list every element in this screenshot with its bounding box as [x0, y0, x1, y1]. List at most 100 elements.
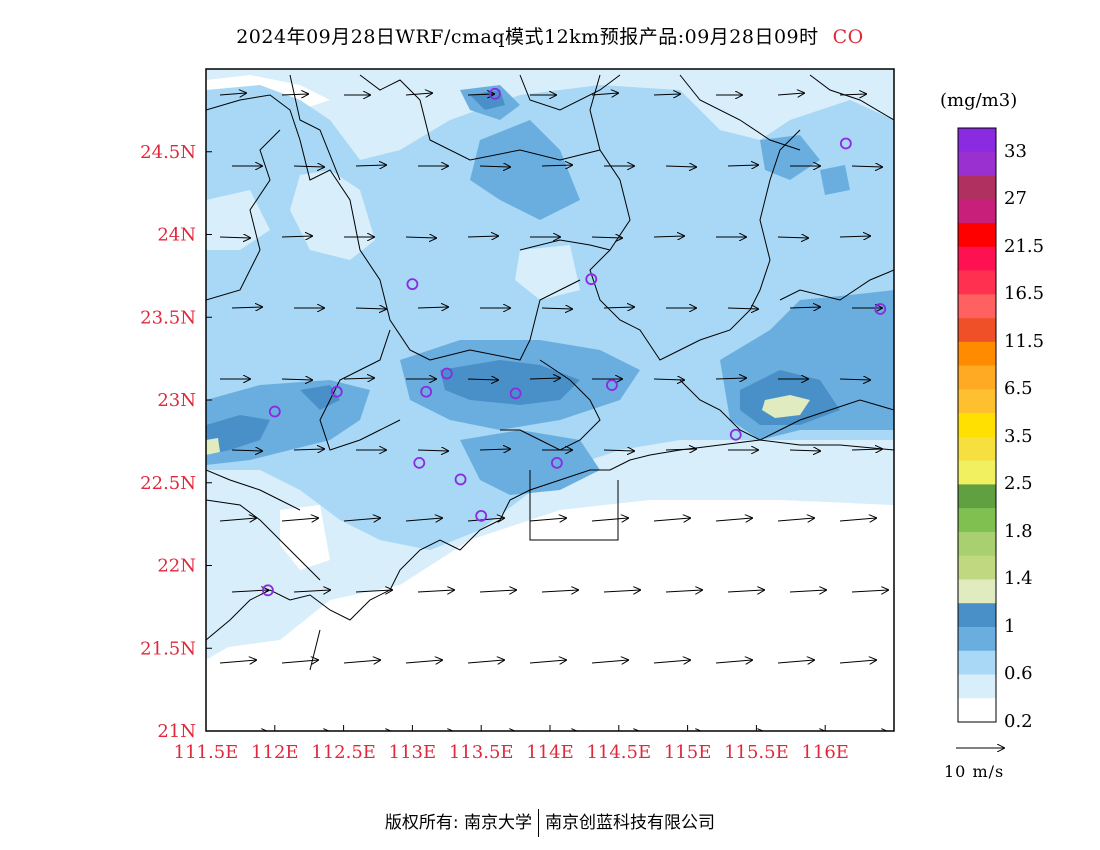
wind-arrow [281, 518, 318, 521]
wind-arrow [666, 732, 702, 734]
wind-arrow [727, 165, 758, 166]
station-marker[interactable] [440, 367, 453, 380]
station-marker[interactable] [729, 428, 742, 441]
y-tick-label: 22N [157, 556, 196, 577]
colorbar-swatch [958, 270, 996, 295]
x-tick-label: 113E [389, 742, 437, 763]
colorbar-swatch [958, 555, 996, 580]
wind-arrow [281, 236, 312, 237]
station-marker[interactable] [606, 379, 618, 392]
station-marker[interactable] [330, 385, 343, 398]
wind-arrow [232, 732, 268, 734]
colorbar-swatch [958, 199, 996, 224]
y-tick-label: 24.5N [140, 142, 196, 163]
station-marker[interactable] [262, 584, 274, 597]
station-marker[interactable] [475, 509, 488, 522]
wind-arrow [281, 94, 308, 95]
colorbar-label: 16.5 [1004, 283, 1045, 305]
wind-arrow [653, 660, 690, 663]
wind-arrow [789, 307, 820, 308]
wind-arrow [418, 732, 454, 734]
station-marker[interactable] [454, 473, 467, 486]
colorbar-swatch [958, 318, 996, 343]
x-tick-label: 113.5E [449, 742, 514, 763]
y-tick-label: 22.5N [140, 473, 196, 494]
station-marker[interactable] [839, 137, 852, 150]
colorbar-label: 1.4 [1004, 568, 1033, 590]
wind-arrow [541, 165, 572, 166]
wind-arrow [715, 378, 746, 379]
wind-arrow [653, 236, 684, 237]
wind-arrow [355, 165, 386, 166]
wind-arrow [231, 590, 268, 592]
longitude-axis: 111.5E 112E 112.5E 113E 113.5E 114E 114.5E 115E… [174, 725, 849, 763]
wind-arrow [417, 590, 454, 592]
wind-arrow [467, 518, 504, 521]
colorbar-unit: (mg/m3) [940, 90, 1018, 111]
colorbar-label: 1.8 [1004, 520, 1033, 542]
wind-arrow [591, 660, 628, 663]
wind-arrow [603, 307, 634, 308]
station-marker[interactable] [509, 387, 522, 400]
station-marker[interactable] [489, 87, 501, 100]
colorbar-swatch [958, 603, 996, 628]
wind-arrow [343, 660, 380, 663]
colorbar-swatch [958, 531, 996, 556]
colorbar-frame [957, 127, 997, 723]
colorbar-swatch [958, 365, 996, 390]
station-marker[interactable] [420, 385, 433, 398]
colorbar [957, 127, 997, 723]
wind-arrow [777, 237, 808, 238]
latitude-axis: 24.5N 24N 23.5N 23N 22.5N 22N 21.5N 21N [140, 142, 212, 742]
station-marker[interactable] [268, 405, 281, 418]
wind-arrow [417, 450, 448, 451]
colorbar-swatch [958, 294, 996, 319]
colorbar-swatch [958, 579, 996, 604]
wind-arrow [231, 307, 262, 308]
wind-arrow [653, 94, 680, 95]
colorbar-label: 0.2 [1004, 711, 1033, 732]
vector-legend-label: 10 m/s [944, 762, 1005, 781]
colorbar-swatch [958, 460, 996, 485]
x-tick-label: 115.5E [724, 742, 789, 763]
colorbar-label: 0.6 [1004, 663, 1033, 685]
x-tick-label: 115E [664, 742, 712, 763]
colorbar-swatch [958, 436, 996, 461]
wind-arrow [479, 449, 510, 450]
wind-arrow [294, 732, 330, 734]
wind-arrow [653, 518, 690, 521]
colorbar-label: 2.5 [1004, 473, 1033, 495]
colorbar-swatch [958, 413, 996, 438]
station-marker[interactable] [874, 303, 887, 315]
colorbar-swatch [958, 246, 996, 271]
wind-arrow [839, 236, 870, 237]
y-tick-label: 21.5N [140, 638, 196, 659]
wind-arrow [479, 166, 510, 167]
wind-arrow [231, 450, 262, 451]
y-tick-label: 23.5N [140, 307, 196, 328]
wind-arrow [467, 379, 498, 380]
species-label: CO [832, 26, 864, 48]
wind-arrow [417, 307, 448, 308]
wind-arrow [467, 660, 504, 663]
footer: 版权所有: 南京大学 南京创蓝科技有限公司 [0, 808, 1100, 837]
colorbar-label: 11.5 [1004, 330, 1045, 352]
colorbar-swatch [958, 341, 996, 366]
y-tick-label: 24N [157, 225, 196, 246]
station-marker[interactable] [550, 456, 563, 469]
colorbar-swatch [958, 508, 996, 533]
station-marker[interactable] [585, 273, 598, 286]
wind-arrow [281, 660, 318, 663]
y-tick-label: 21N [157, 721, 196, 742]
wind-arrow [728, 732, 764, 734]
wind-arrow [653, 379, 684, 380]
station-marker[interactable] [413, 456, 426, 469]
wind-arrow [529, 378, 560, 379]
wind-arrow [777, 518, 814, 521]
station-marker[interactable] [406, 278, 419, 291]
wind-arrow [281, 379, 312, 380]
wind-arrow [467, 236, 498, 237]
colorbar-label: 21.5 [1004, 235, 1045, 257]
wind-arrow [219, 660, 256, 663]
